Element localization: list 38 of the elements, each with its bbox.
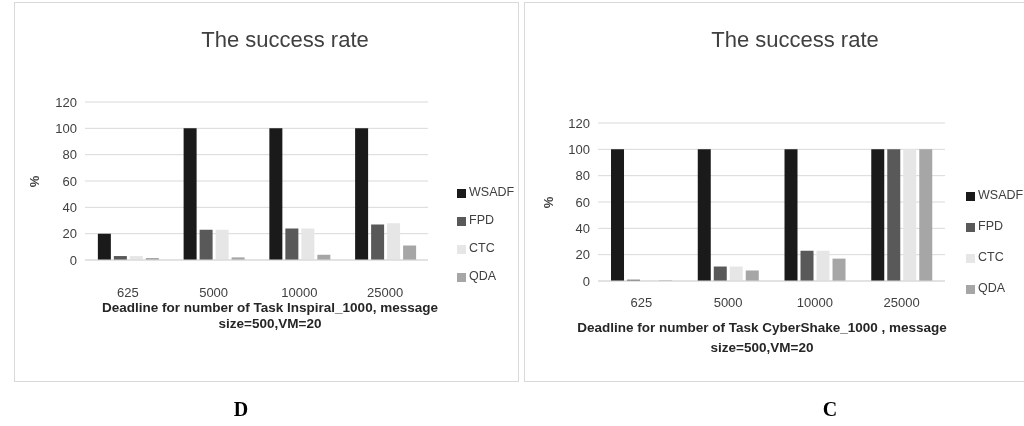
- y-tick-label: 40: [62, 199, 77, 215]
- legend-label: FPD: [469, 213, 494, 227]
- x-axis-title: Deadline for number of Task Inspiral_1000, message size=500,VM=20: [101, 300, 439, 332]
- legend-label: FPD: [978, 219, 1003, 233]
- y-tick-label: 120: [55, 94, 77, 110]
- x-axis-title: Deadline for number of Task CyberShake_1000 , message size=500,VM=20: [576, 319, 948, 357]
- y-axis-title: %: [27, 175, 43, 187]
- y-tick-label: 20: [62, 226, 77, 242]
- x-tick-label: 625: [117, 285, 139, 301]
- text: D: [232, 398, 250, 421]
- y-tick-label: 20: [575, 247, 590, 263]
- chart-title: The success rate: [200, 27, 370, 53]
- y-tick-label: 80: [62, 147, 77, 163]
- x-tick-label: 625: [630, 295, 653, 311]
- y-axis-title: %: [541, 196, 557, 208]
- x-tick-label: 25000: [883, 295, 920, 311]
- legend-label: CTC: [978, 250, 1004, 264]
- chart-title: The success rate: [710, 27, 880, 53]
- x-tick-label: 25000: [367, 285, 404, 301]
- legend-label: CTC: [469, 241, 495, 255]
- text: C: [821, 398, 839, 421]
- y-tick-label: 60: [575, 194, 590, 210]
- legend-label: QDA: [469, 269, 497, 283]
- x-tick-label: 5000: [199, 285, 229, 301]
- legend-label: WSADF: [978, 188, 1024, 202]
- y-tick-label: 120: [568, 115, 590, 131]
- y-tick-label: 0: [69, 252, 77, 268]
- y-tick-label: 100: [568, 141, 590, 157]
- y-tick-label: 80: [575, 168, 590, 184]
- legend-label: QDA: [978, 281, 1006, 295]
- x-tick-label: 10000: [796, 295, 833, 311]
- x-tick-label: 5000: [713, 295, 743, 311]
- y-tick-label: 40: [575, 220, 590, 236]
- legend-label: WSADF: [469, 185, 515, 199]
- y-tick-label: 100: [55, 120, 77, 136]
- y-tick-label: 0: [582, 273, 590, 289]
- y-tick-label: 60: [62, 173, 77, 189]
- x-tick-label: 10000: [281, 285, 318, 301]
